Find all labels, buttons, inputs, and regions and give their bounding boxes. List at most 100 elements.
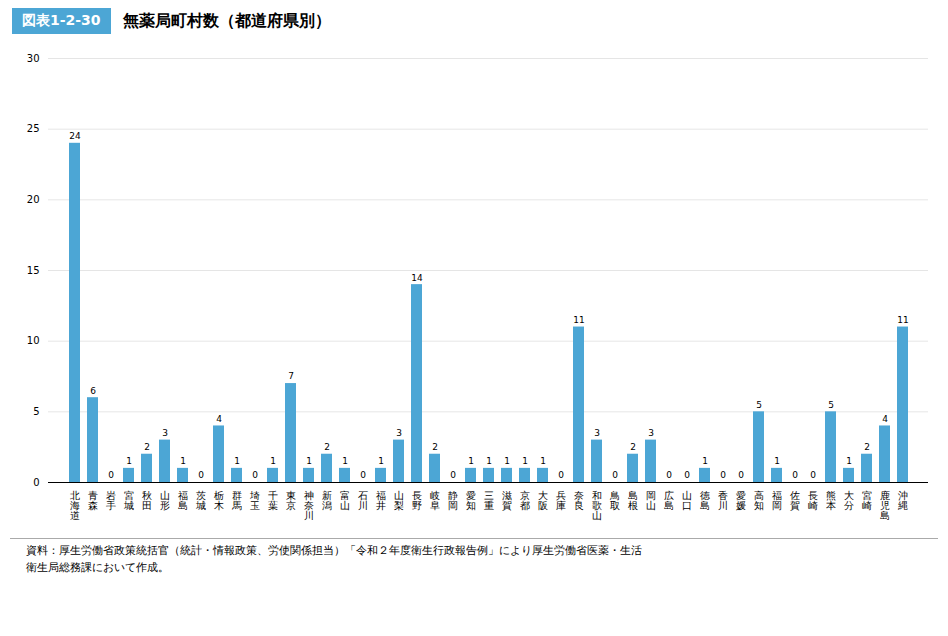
- svg-text:11: 11: [573, 315, 584, 325]
- svg-text:岐阜: 岐阜: [430, 490, 440, 511]
- svg-text:鹿児島: 鹿児島: [880, 490, 890, 521]
- svg-text:1: 1: [774, 456, 780, 466]
- svg-text:1: 1: [540, 456, 546, 466]
- svg-text:新潟: 新潟: [322, 490, 332, 511]
- svg-text:長野: 長野: [412, 490, 422, 511]
- svg-text:福島: 福島: [178, 490, 188, 511]
- svg-text:25: 25: [27, 123, 40, 134]
- svg-text:群馬: 群馬: [231, 490, 242, 511]
- svg-text:島根: 島根: [628, 490, 638, 511]
- svg-text:0: 0: [33, 477, 39, 488]
- svg-text:10: 10: [27, 335, 40, 346]
- svg-text:熊本: 熊本: [826, 490, 836, 511]
- svg-text:1: 1: [468, 456, 474, 466]
- svg-text:大阪: 大阪: [538, 490, 548, 511]
- svg-text:0: 0: [612, 470, 618, 480]
- svg-text:0: 0: [738, 470, 744, 480]
- svg-text:3: 3: [648, 428, 654, 438]
- svg-text:1: 1: [342, 456, 348, 466]
- svg-text:0: 0: [108, 470, 114, 480]
- svg-text:愛媛: 愛媛: [736, 490, 746, 511]
- svg-text:青森: 青森: [88, 490, 98, 511]
- svg-text:栃木: 栃木: [214, 490, 224, 511]
- svg-text:京都: 京都: [520, 490, 530, 511]
- svg-text:4: 4: [882, 414, 888, 424]
- svg-text:佐賀: 佐賀: [790, 490, 800, 511]
- svg-text:1: 1: [378, 456, 384, 466]
- svg-text:1: 1: [486, 456, 492, 466]
- svg-text:3: 3: [594, 428, 600, 438]
- svg-text:石川: 石川: [358, 490, 368, 511]
- svg-text:鳥取: 鳥取: [609, 490, 620, 511]
- svg-text:高知: 高知: [754, 490, 764, 511]
- svg-text:2: 2: [324, 442, 330, 452]
- svg-text:0: 0: [360, 470, 366, 480]
- svg-text:7: 7: [288, 371, 294, 381]
- svg-text:1: 1: [846, 456, 852, 466]
- svg-text:6: 6: [90, 386, 96, 396]
- svg-text:茨城: 茨城: [195, 490, 206, 511]
- svg-text:2: 2: [630, 442, 636, 452]
- svg-text:千葉: 千葉: [268, 490, 278, 511]
- svg-text:福岡: 福岡: [772, 490, 782, 511]
- svg-text:東京: 東京: [286, 490, 296, 511]
- svg-text:1: 1: [126, 456, 132, 466]
- svg-text:兵庫: 兵庫: [556, 490, 566, 511]
- svg-text:30: 30: [27, 53, 40, 64]
- svg-text:0: 0: [810, 470, 816, 480]
- svg-text:0: 0: [720, 470, 726, 480]
- svg-text:岡山: 岡山: [646, 490, 656, 511]
- svg-text:北海道: 北海道: [70, 490, 80, 521]
- svg-text:山形: 山形: [160, 490, 170, 511]
- svg-text:広島: 広島: [664, 490, 674, 511]
- svg-text:静岡: 静岡: [448, 490, 458, 511]
- svg-text:5: 5: [33, 406, 39, 417]
- svg-text:大分: 大分: [844, 490, 854, 511]
- svg-text:2: 2: [144, 442, 150, 452]
- svg-text:1: 1: [234, 456, 240, 466]
- svg-text:0: 0: [450, 470, 456, 480]
- svg-text:15: 15: [27, 265, 40, 276]
- svg-text:0: 0: [198, 470, 204, 480]
- svg-text:沖縄: 沖縄: [897, 490, 908, 511]
- svg-text:埼玉: 埼玉: [249, 490, 260, 511]
- svg-text:0: 0: [252, 470, 258, 480]
- svg-text:5: 5: [828, 400, 834, 410]
- svg-text:香川: 香川: [718, 490, 728, 511]
- svg-text:奈良: 奈良: [574, 490, 584, 511]
- svg-text:5: 5: [756, 400, 762, 410]
- svg-text:0: 0: [792, 470, 798, 480]
- svg-text:宮崎: 宮崎: [862, 490, 872, 511]
- svg-text:24: 24: [69, 131, 81, 141]
- svg-text:1: 1: [270, 456, 276, 466]
- svg-text:1: 1: [504, 456, 510, 466]
- svg-text:長崎: 長崎: [808, 490, 818, 511]
- svg-text:2: 2: [432, 442, 438, 452]
- svg-text:20: 20: [27, 194, 40, 205]
- svg-text:神奈川: 神奈川: [304, 490, 314, 521]
- svg-text:宮城: 宮城: [123, 490, 134, 511]
- svg-text:和歌山: 和歌山: [592, 490, 602, 521]
- svg-text:徳島: 徳島: [700, 490, 710, 511]
- svg-text:滋賀: 滋賀: [502, 490, 512, 511]
- svg-text:1: 1: [702, 456, 708, 466]
- svg-text:福井: 福井: [376, 490, 386, 511]
- svg-text:1: 1: [522, 456, 528, 466]
- svg-text:愛知: 愛知: [466, 490, 476, 511]
- svg-text:富山: 富山: [340, 490, 350, 511]
- svg-text:1: 1: [306, 456, 312, 466]
- svg-text:4: 4: [216, 414, 222, 424]
- svg-text:3: 3: [396, 428, 402, 438]
- svg-text:秋田: 秋田: [142, 490, 152, 511]
- svg-text:1: 1: [180, 456, 186, 466]
- svg-text:0: 0: [558, 470, 564, 480]
- svg-text:山口: 山口: [682, 490, 692, 511]
- svg-text:山梨: 山梨: [394, 490, 404, 511]
- svg-text:2: 2: [864, 442, 870, 452]
- svg-text:11: 11: [897, 315, 908, 325]
- svg-text:三重: 三重: [484, 490, 494, 511]
- svg-text:岩手: 岩手: [106, 490, 116, 511]
- svg-text:0: 0: [666, 470, 672, 480]
- svg-text:3: 3: [162, 428, 168, 438]
- svg-text:0: 0: [684, 470, 690, 480]
